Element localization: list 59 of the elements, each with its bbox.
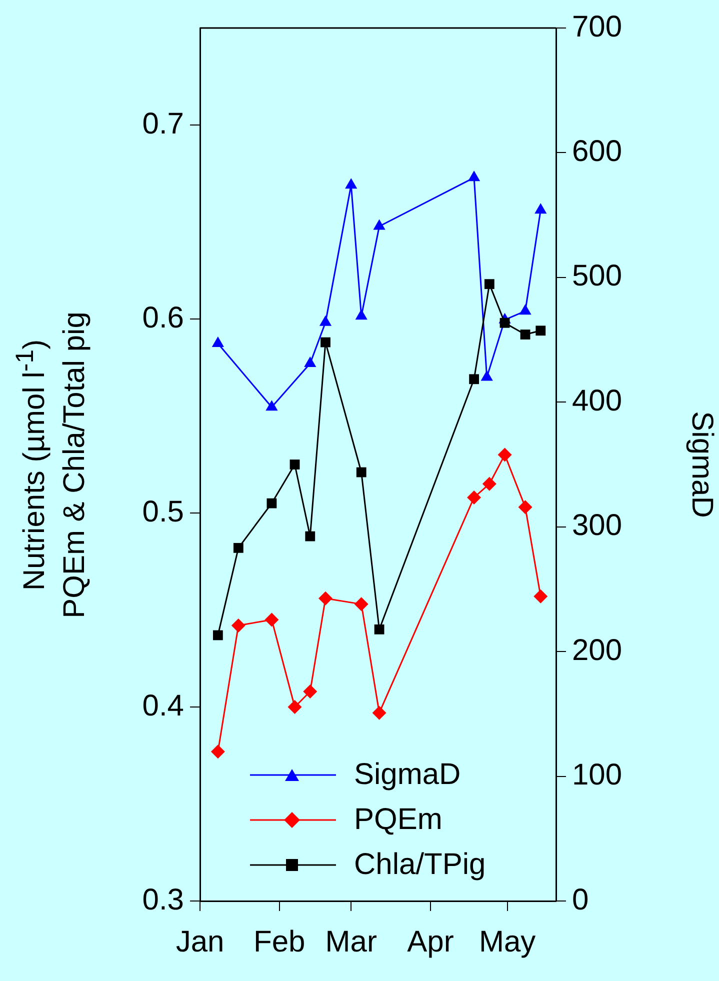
point bbox=[467, 490, 482, 504]
point bbox=[212, 630, 223, 640]
point bbox=[354, 597, 368, 612]
y2-axis-title: SigmaD bbox=[686, 411, 719, 518]
point bbox=[469, 374, 479, 384]
y2-tick-label: 700 bbox=[572, 10, 622, 44]
y2-tick-label: 100 bbox=[572, 758, 622, 792]
point bbox=[264, 612, 279, 627]
point bbox=[303, 684, 318, 698]
point bbox=[304, 356, 316, 367]
y2-tick-label: 400 bbox=[572, 384, 622, 418]
point bbox=[266, 400, 278, 411]
point bbox=[210, 744, 225, 759]
point bbox=[305, 531, 316, 542]
point bbox=[536, 326, 546, 336]
y-tick-label: 0.7 bbox=[142, 107, 184, 140]
point bbox=[519, 304, 532, 315]
y2-tick-label: 300 bbox=[572, 509, 622, 542]
x-tick-label: Mar bbox=[325, 925, 377, 958]
y-tick-label: 0.6 bbox=[142, 301, 184, 334]
x-tick-label: Feb bbox=[254, 925, 306, 958]
point bbox=[374, 624, 384, 634]
point bbox=[500, 318, 510, 328]
point bbox=[518, 500, 532, 514]
point bbox=[231, 618, 246, 633]
y-tick-label: 0.3 bbox=[142, 883, 184, 916]
legend-label: PQEm bbox=[354, 802, 442, 836]
y2-tick-label: 0 bbox=[572, 883, 589, 916]
point bbox=[356, 467, 366, 478]
point bbox=[288, 700, 302, 714]
y-tick-label: 0.5 bbox=[142, 495, 184, 528]
y2-tick-label: 600 bbox=[572, 134, 622, 168]
point bbox=[372, 706, 386, 720]
legend-label: SigmaD bbox=[354, 758, 461, 792]
point bbox=[468, 170, 480, 182]
point bbox=[484, 279, 494, 290]
point bbox=[534, 589, 548, 604]
legend-label: Chla/TPig bbox=[354, 848, 486, 882]
y-tick-label: 0.4 bbox=[142, 689, 184, 722]
point bbox=[319, 315, 332, 326]
x-tick-label: Jan bbox=[176, 925, 224, 958]
point bbox=[373, 219, 386, 230]
point bbox=[520, 330, 530, 340]
point bbox=[355, 309, 368, 320]
point bbox=[290, 460, 300, 470]
point bbox=[318, 591, 332, 606]
x-tick-label: Apr bbox=[407, 925, 454, 958]
y2-tick-label: 500 bbox=[572, 260, 622, 293]
point bbox=[345, 178, 358, 189]
point bbox=[482, 476, 496, 491]
y2-tick-label: 200 bbox=[572, 634, 622, 667]
point bbox=[534, 203, 547, 214]
x-tick-label: May bbox=[478, 925, 536, 958]
point bbox=[266, 498, 277, 508]
point bbox=[498, 448, 512, 462]
point bbox=[212, 336, 224, 348]
point bbox=[480, 370, 493, 381]
point bbox=[320, 337, 330, 348]
point bbox=[233, 542, 244, 553]
